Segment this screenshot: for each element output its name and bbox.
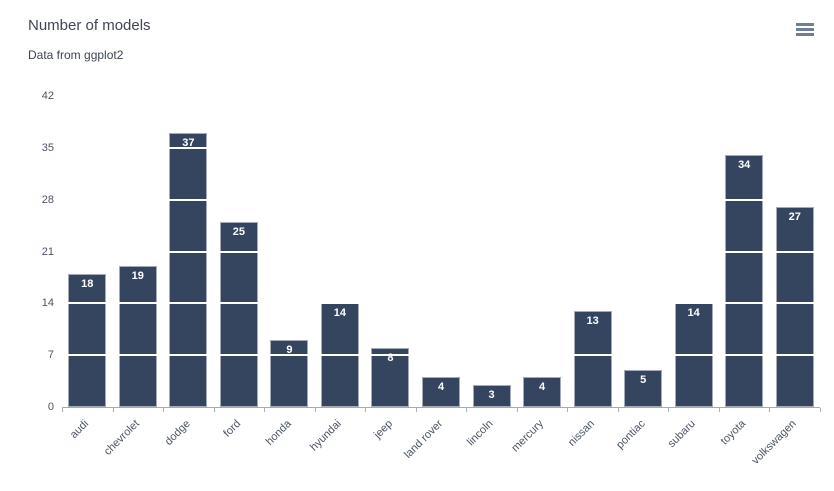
x-axis-label: subaru: [665, 417, 698, 451]
bar-value-label: 25: [232, 225, 245, 238]
y-axis-label: 0: [47, 401, 54, 413]
x-axis-label: hyundai: [308, 417, 345, 454]
bar-hyundai[interactable]: 14: [320, 303, 359, 407]
chart-title: Number of models: [28, 17, 151, 34]
bar-value-label: 14: [687, 307, 700, 320]
y-axis-label: 42: [41, 90, 54, 102]
hamburger-menu-icon[interactable]: [792, 18, 818, 40]
gridline: [62, 95, 820, 97]
bar-chevrolet[interactable]: 19: [118, 266, 157, 407]
x-axis-label: nissan: [565, 417, 597, 449]
bar-nissan[interactable]: 13: [573, 310, 612, 407]
hamburger-line: [796, 33, 814, 36]
bar-value-label: 37: [182, 137, 195, 150]
bar-honda[interactable]: 9: [270, 340, 309, 407]
x-axis-line: [62, 407, 820, 408]
y-axis-label: 21: [41, 245, 54, 258]
x-axis-tick: [617, 408, 619, 412]
x-axis-tick: [213, 408, 215, 412]
y-axis-label: 14: [41, 297, 54, 310]
bar-value-label: 5: [640, 373, 647, 386]
bar-pontiac[interactable]: 5: [624, 369, 663, 407]
x-axis-tick: [163, 408, 165, 412]
x-axis-label: lincoln: [465, 417, 496, 449]
bar-value-label: 9: [286, 344, 293, 357]
x-axis-label: honda: [263, 417, 294, 448]
bar-value-label: 3: [488, 388, 495, 401]
x-axis-tick: [466, 408, 468, 412]
hamburger-line: [796, 23, 814, 26]
x-axis-label: pontiac: [613, 417, 648, 452]
x-axis-label: volkswagen: [749, 417, 799, 467]
bar-value-label: 4: [539, 381, 546, 394]
x-axis-tick: [264, 408, 266, 412]
x-axis-tick: [820, 408, 821, 412]
x-axis-tick: [112, 408, 114, 412]
x-axis-label: audi: [68, 417, 92, 441]
bar-value-label: 18: [81, 277, 94, 290]
x-axis-tick: [516, 408, 518, 412]
bar-value-label: 34: [738, 159, 751, 172]
bar-toyota[interactable]: 34: [725, 155, 764, 407]
x-axis-label: jeep: [371, 417, 395, 441]
plot-area: 18 19 37 25 9 14 8 4 3 4 13 5 14 34 27 audi chevrolet dod…: [62, 95, 821, 467]
bar-value-label: 19: [131, 270, 144, 283]
x-axis-tick: [415, 408, 417, 412]
hamburger-line: [796, 28, 814, 31]
y-axis-label: 28: [41, 193, 54, 206]
bar-volkswagen[interactable]: 27: [775, 207, 814, 407]
bar-land-rover[interactable]: 4: [422, 377, 460, 407]
x-axis-tick: [718, 408, 720, 412]
y-axis-label: 7: [47, 349, 54, 362]
x-axis-label: mercury: [509, 417, 547, 455]
x-axis-tick: [769, 408, 771, 412]
x-axis-label: dodge: [162, 417, 193, 448]
x-axis-label: chevrolet: [102, 417, 143, 458]
x-axis-label: ford: [221, 417, 244, 440]
x-axis-tick: [314, 408, 316, 412]
x-axis-tick: [668, 408, 670, 412]
bar-jeep[interactable]: 8: [371, 347, 410, 407]
chart-subtitle: Data from ggplot2: [28, 48, 124, 62]
bar-audi[interactable]: 18: [68, 273, 107, 407]
bar-subaru[interactable]: 14: [674, 303, 713, 407]
bar-value-label: 27: [788, 211, 801, 224]
bar-mercury[interactable]: 4: [523, 377, 562, 407]
bar-value-label: 13: [586, 314, 599, 327]
bar-ford[interactable]: 25: [219, 221, 258, 407]
x-axis-tick: [365, 408, 367, 412]
x-axis-label: toyota: [718, 417, 749, 448]
x-axis-tick: [62, 408, 63, 412]
bar-dodge[interactable]: 37: [169, 133, 208, 407]
x-axis-tick: [567, 408, 569, 412]
bar-value-label: 8: [387, 351, 394, 364]
bar-lincoln[interactable]: 3: [472, 384, 511, 407]
bar-value-label: 14: [333, 307, 347, 320]
x-axis-label: land rover: [402, 417, 446, 461]
bar-value-label: 4: [437, 381, 445, 394]
y-axis-label: 35: [41, 141, 54, 154]
